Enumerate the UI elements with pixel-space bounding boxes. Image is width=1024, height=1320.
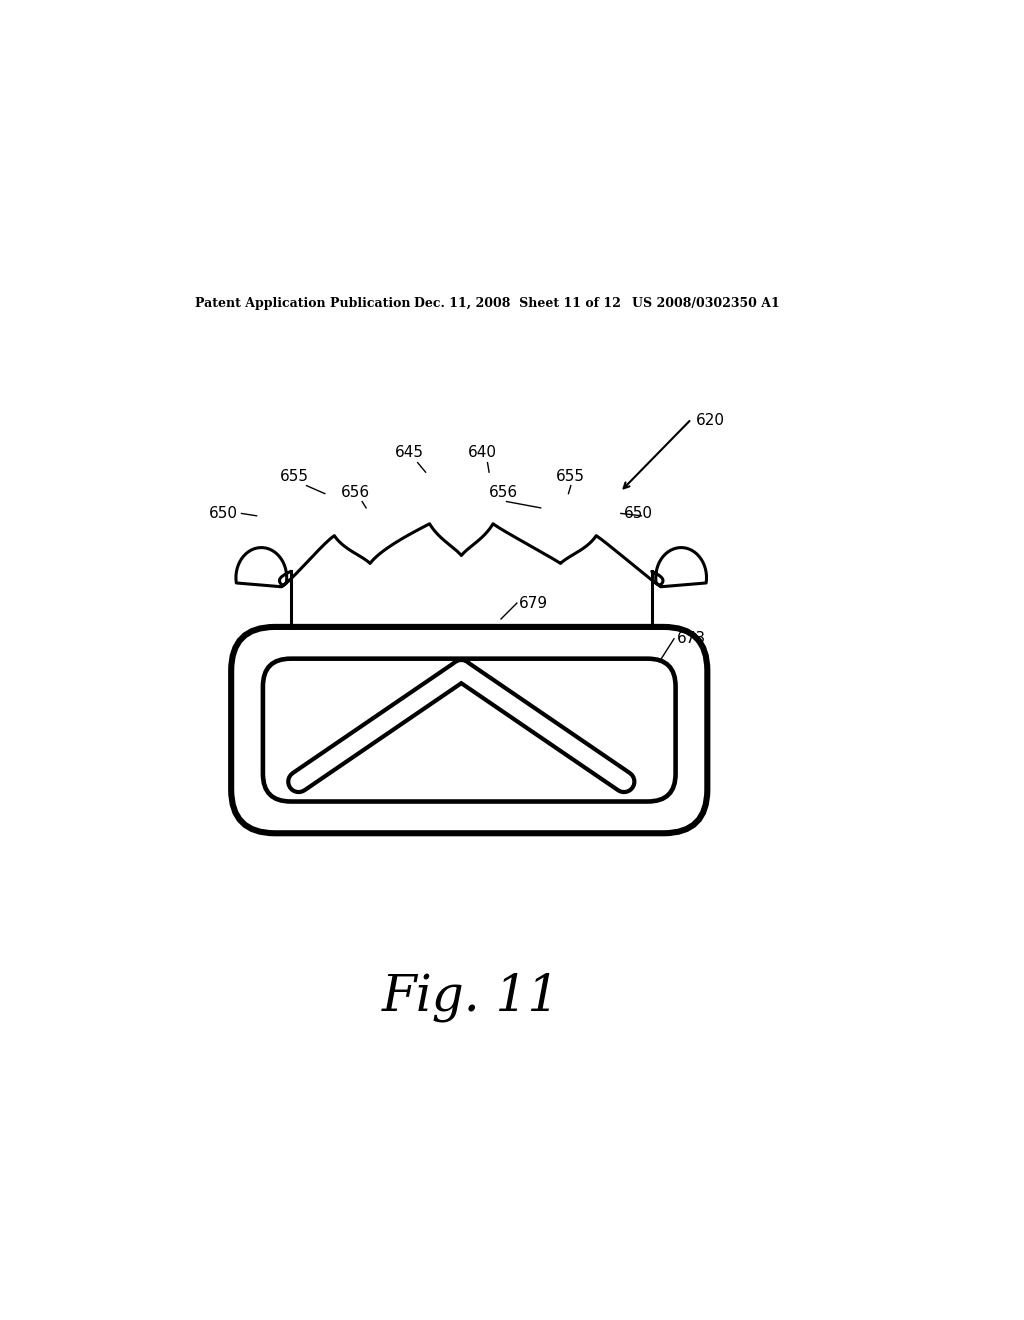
Text: US 2008/0302350 A1: US 2008/0302350 A1 — [632, 297, 779, 310]
Text: 645: 645 — [395, 445, 424, 461]
FancyBboxPatch shape — [263, 659, 676, 801]
Text: Dec. 11, 2008  Sheet 11 of 12: Dec. 11, 2008 Sheet 11 of 12 — [414, 297, 621, 310]
Text: 656: 656 — [341, 484, 371, 500]
Text: Patent Application Publication: Patent Application Publication — [196, 297, 411, 310]
FancyBboxPatch shape — [231, 627, 708, 833]
Text: 640: 640 — [468, 445, 498, 461]
Text: 673: 673 — [677, 631, 707, 647]
Text: Fig. 11: Fig. 11 — [382, 972, 560, 1022]
Text: 655: 655 — [556, 469, 586, 484]
Text: 679: 679 — [519, 595, 549, 611]
Text: 655: 655 — [281, 469, 309, 484]
Text: 650: 650 — [209, 506, 238, 521]
Text: 620: 620 — [695, 413, 724, 428]
Text: 656: 656 — [488, 484, 518, 500]
Text: 650: 650 — [624, 506, 653, 521]
